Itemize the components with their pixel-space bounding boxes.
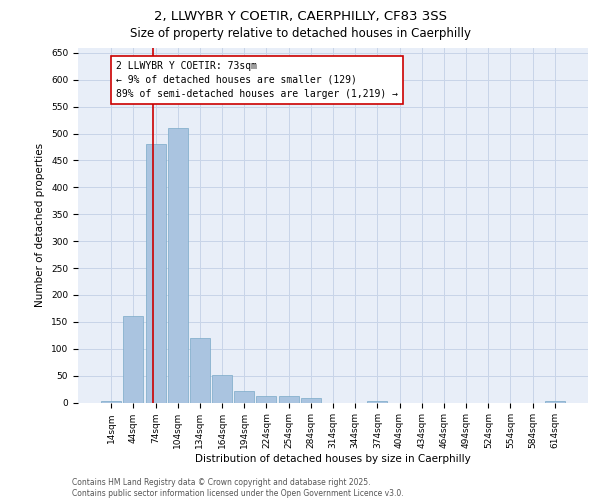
Bar <box>212 374 232 402</box>
Bar <box>301 398 321 402</box>
Bar <box>124 316 143 402</box>
Bar <box>256 396 277 402</box>
Bar <box>168 128 188 402</box>
Bar <box>367 401 388 402</box>
Text: Contains HM Land Registry data © Crown copyright and database right 2025.
Contai: Contains HM Land Registry data © Crown c… <box>72 478 404 498</box>
Text: 2, LLWYBR Y COETIR, CAERPHILLY, CF83 3SS: 2, LLWYBR Y COETIR, CAERPHILLY, CF83 3SS <box>154 10 446 23</box>
X-axis label: Distribution of detached houses by size in Caerphilly: Distribution of detached houses by size … <box>195 454 471 464</box>
Bar <box>545 401 565 402</box>
Bar <box>146 144 166 402</box>
Bar <box>190 338 210 402</box>
Bar <box>101 401 121 402</box>
Text: 2 LLWYBR Y COETIR: 73sqm
← 9% of detached houses are smaller (129)
89% of semi-d: 2 LLWYBR Y COETIR: 73sqm ← 9% of detache… <box>116 61 398 99</box>
Y-axis label: Number of detached properties: Number of detached properties <box>35 143 46 307</box>
Bar <box>278 396 299 402</box>
Bar <box>234 390 254 402</box>
Text: Size of property relative to detached houses in Caerphilly: Size of property relative to detached ho… <box>130 28 470 40</box>
